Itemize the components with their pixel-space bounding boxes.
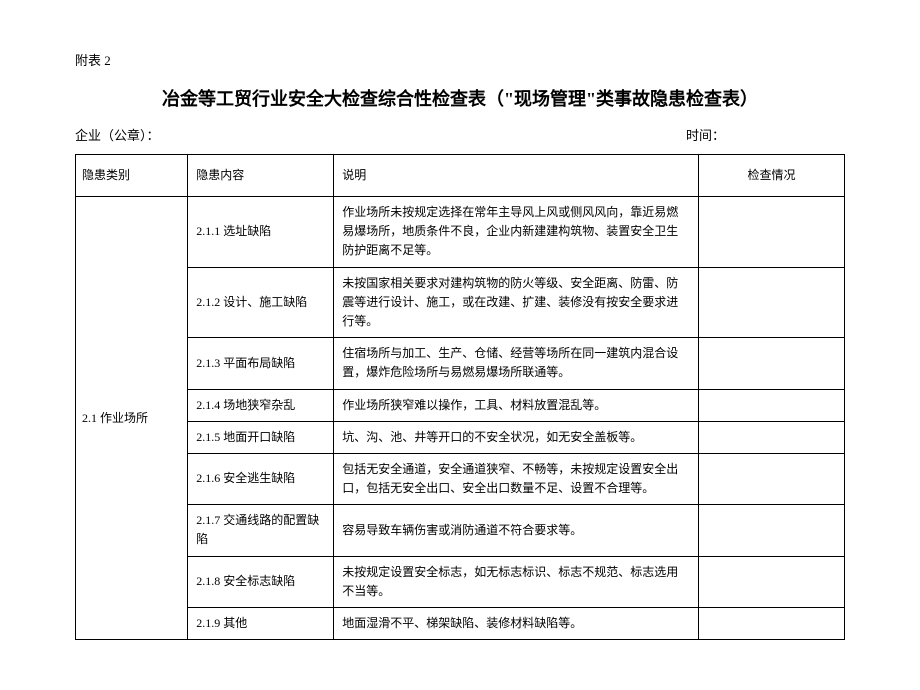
table-row: 2.1.3 平面布局缺陷 住宿场所与加工、生产、仓储、经营等场所在同一建筑内混合… — [76, 338, 845, 389]
content-cell: 2.1.9 其他 — [188, 608, 334, 640]
content-cell: 2.1.1 选址缺陷 — [188, 197, 334, 268]
desc-cell: 容易导致车辆伤害或消防通道不符合要求等。 — [334, 505, 699, 556]
company-label: 企业（公章）： — [75, 125, 160, 144]
content-cell: 2.1.3 平面布局缺陷 — [188, 338, 334, 389]
content-cell: 2.1.2 设计、施工缺陷 — [188, 267, 334, 338]
status-cell — [699, 389, 845, 421]
status-cell — [699, 505, 845, 556]
desc-cell: 地面湿滑不平、梯架缺陷、装修材料缺陷等。 — [334, 608, 699, 640]
status-cell — [699, 338, 845, 389]
desc-cell: 未按国家相关要求对建构筑物的防火等级、安全距离、防雷、防震等进行设计、施工，或在… — [334, 267, 699, 338]
header-desc: 说明 — [334, 155, 699, 197]
status-cell — [699, 608, 845, 640]
table-row: 2.1.6 安全逃生缺陷 包括无安全通道，安全通道狭窄、不畅等，未按规定设置安全… — [76, 453, 845, 504]
header-content: 隐患内容 — [188, 155, 334, 197]
desc-cell: 作业场所狭窄难以操作，工具、材料放置混乱等。 — [334, 389, 699, 421]
category-cell: 2.1 作业场所 — [76, 197, 188, 640]
content-cell: 2.1.5 地面开口缺陷 — [188, 421, 334, 453]
table-header-row: 隐患类别 隐患内容 说明 检查情况 — [76, 155, 845, 197]
status-cell — [699, 453, 845, 504]
content-cell: 2.1.4 场地狭窄杂乱 — [188, 389, 334, 421]
status-cell — [699, 421, 845, 453]
content-cell: 2.1.6 安全逃生缺陷 — [188, 453, 334, 504]
appendix-label: 附表 2 — [75, 50, 845, 69]
time-label: 时间： — [686, 125, 725, 144]
page-title: 冶金等工贸行业安全大检查综合性检查表（"现场管理"类事故隐患检查表） — [75, 85, 845, 111]
table-row: 2.1.2 设计、施工缺陷 未按国家相关要求对建构筑物的防火等级、安全距离、防雷… — [76, 267, 845, 338]
table-row: 2.1 作业场所 2.1.1 选址缺陷 作业场所未按规定选择在常年主导风上风或侧… — [76, 197, 845, 268]
desc-cell: 住宿场所与加工、生产、仓储、经营等场所在同一建筑内混合设置，爆炸危险场所与易燃易… — [334, 338, 699, 389]
content-cell: 2.1.8 安全标志缺陷 — [188, 556, 334, 607]
content-cell: 2.1.7 交通线路的配置缺陷 — [188, 505, 334, 556]
status-cell — [699, 197, 845, 268]
table-row: 2.1.8 安全标志缺陷 未按规定设置安全标志，如无标志标识、标志不规范、标志选… — [76, 556, 845, 607]
status-cell — [699, 556, 845, 607]
table-row: 2.1.7 交通线路的配置缺陷 容易导致车辆伤害或消防通道不符合要求等。 — [76, 505, 845, 556]
meta-row: 企业（公章）： 时间： — [75, 125, 845, 144]
inspection-table: 隐患类别 隐患内容 说明 检查情况 2.1 作业场所 2.1.1 选址缺陷 作业… — [75, 154, 845, 640]
status-cell — [699, 267, 845, 338]
header-category: 隐患类别 — [76, 155, 188, 197]
desc-cell: 坑、沟、池、井等开口的不安全状况，如无安全盖板等。 — [334, 421, 699, 453]
header-status: 检查情况 — [699, 155, 845, 197]
table-row: 2.1.9 其他 地面湿滑不平、梯架缺陷、装修材料缺陷等。 — [76, 608, 845, 640]
table-row: 2.1.5 地面开口缺陷 坑、沟、池、井等开口的不安全状况，如无安全盖板等。 — [76, 421, 845, 453]
table-row: 2.1.4 场地狭窄杂乱 作业场所狭窄难以操作，工具、材料放置混乱等。 — [76, 389, 845, 421]
desc-cell: 未按规定设置安全标志，如无标志标识、标志不规范、标志选用不当等。 — [334, 556, 699, 607]
desc-cell: 作业场所未按规定选择在常年主导风上风或侧风风向，靠近易燃易爆场所，地质条件不良，… — [334, 197, 699, 268]
desc-cell: 包括无安全通道，安全通道狭窄、不畅等，未按规定设置安全出口，包括无安全出口、安全… — [334, 453, 699, 504]
